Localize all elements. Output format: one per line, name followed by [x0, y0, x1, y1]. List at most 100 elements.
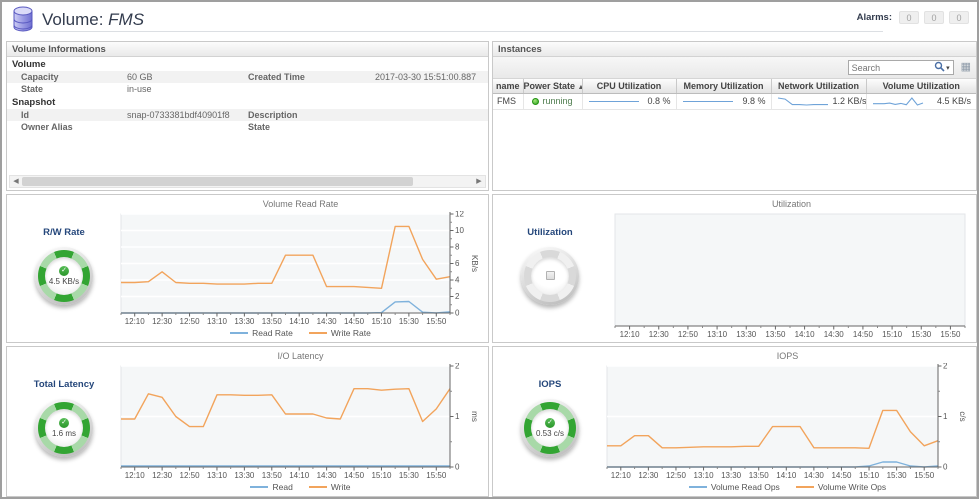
label-state: State [21, 84, 44, 94]
alarm-count-critical[interactable]: 0 [924, 11, 944, 24]
svg-text:14:10: 14:10 [776, 471, 797, 480]
svg-text:0: 0 [455, 309, 460, 318]
svg-text:15:10: 15:10 [882, 330, 903, 339]
svg-text:15:10: 15:10 [371, 317, 392, 326]
iops-chart: IOPS 12:10 12:30 12:50 13:10 13:30 13:50 14:10… [605, 351, 970, 493]
svg-text:1: 1 [943, 412, 948, 421]
instance-row-fms[interactable]: FMS running 0.8 % 9.8 % [493, 93, 976, 110]
utilization-panel: Utilization Utilization 12:10 12:30 12:50 1… [492, 194, 977, 343]
svg-text:14:10: 14:10 [289, 471, 310, 480]
section-snapshot: Snapshot [12, 97, 56, 108]
svg-text:13:50: 13:50 [749, 471, 770, 480]
utilization-gauge-label: Utilization [527, 227, 573, 238]
value-id: snap-0733381bdf40901f8 [127, 110, 230, 120]
svg-text:0: 0 [455, 463, 460, 472]
page-title-prefix: Volume: [42, 10, 104, 29]
svg-text:12:50: 12:50 [180, 317, 201, 326]
col-header-memory[interactable]: Memory Utilization [676, 79, 772, 94]
search-box[interactable]: ▾ [847, 59, 954, 77]
instances-title: Instances [493, 42, 976, 57]
svg-text:14:50: 14:50 [853, 330, 874, 339]
header: Volume: FMS Alarms: 0 0 0 [4, 2, 977, 38]
svg-text:2: 2 [455, 363, 460, 371]
instances-toolbar: ▾ ▦ [493, 57, 976, 79]
info-row-capacity: Capacity 60 GB Created Time 2017-03-30 1… [7, 71, 488, 83]
value-state: in-use [127, 84, 152, 94]
chart-title: IOPS [776, 351, 799, 361]
col-header-cpu[interactable]: CPU Utilization [582, 79, 677, 94]
svg-text:6: 6 [455, 259, 460, 268]
legend-item: Read Rate [230, 328, 293, 338]
svg-text:15:30: 15:30 [887, 471, 908, 480]
svg-text:14:10: 14:10 [289, 317, 310, 326]
svg-text:15:50: 15:50 [940, 330, 961, 339]
chart-legend: Volume Read Ops Volume Write Ops [605, 480, 970, 493]
col-header-power-state[interactable]: Power State ▲ [523, 79, 583, 94]
scroll-right-icon[interactable]: ▶ [476, 178, 482, 185]
svg-text:8: 8 [455, 243, 460, 252]
chart-title: Utilization [771, 199, 811, 209]
instances-table: name Power State ▲ CPU Utilization Memor… [493, 79, 976, 110]
svg-text:12:10: 12:10 [125, 471, 146, 480]
col-header-name[interactable]: name [493, 79, 524, 94]
search-options-caret-icon[interactable]: ▾ [946, 64, 950, 72]
chart-title: Volume Read Rate [262, 199, 339, 209]
instance-name[interactable]: FMS [493, 93, 524, 110]
alarm-count-warning[interactable]: 0 [949, 11, 969, 24]
svg-text:12:50: 12:50 [678, 330, 699, 339]
instances-panel: Instances ▾ ▦ name Power State ▲ [492, 41, 977, 191]
instances-header-row: name Power State ▲ CPU Utilization Memor… [493, 79, 976, 94]
status-unknown-icon [545, 271, 555, 280]
instance-network-cell: 1.2 KB/s [771, 93, 867, 110]
search-input[interactable] [851, 62, 935, 73]
utilization-gauge [521, 247, 579, 305]
col-header-volume[interactable]: Volume Utilization [866, 79, 976, 94]
svg-text:15:30: 15:30 [399, 317, 420, 326]
table-customizer-icon[interactable]: ▦ [960, 61, 971, 73]
instance-cpu-cell: 0.8 % [582, 93, 677, 110]
instance-memory-cell: 9.8 % [676, 93, 772, 110]
search-icon[interactable] [934, 59, 945, 77]
svg-text:13:30: 13:30 [234, 471, 255, 480]
rw-rate-gauge-zone: R/W Rate ✓ 4.5 KB/s [7, 195, 121, 342]
svg-text:13:30: 13:30 [721, 471, 742, 480]
svg-text:12:30: 12:30 [649, 330, 670, 339]
svg-text:15:50: 15:50 [426, 317, 447, 326]
svg-text:14:30: 14:30 [824, 330, 845, 339]
col-header-network[interactable]: Network Utilization [771, 79, 867, 94]
svg-text:13:30: 13:30 [736, 330, 757, 339]
svg-text:12:10: 12:10 [620, 330, 641, 339]
svg-text:2: 2 [455, 292, 460, 301]
volume-informations-panel: Volume Informations Volume Capacity 60 G… [6, 41, 489, 191]
svg-text:14:30: 14:30 [317, 317, 338, 326]
memory-sparkline [682, 100, 733, 102]
section-volume: Volume [12, 59, 46, 70]
scroll-left-icon[interactable]: ◀ [13, 178, 19, 185]
scrollbar-thumb[interactable] [22, 177, 413, 186]
svg-text:13:10: 13:10 [707, 330, 728, 339]
power-running-icon [532, 98, 540, 105]
status-ok-icon: ✓ [59, 418, 69, 428]
alarm-count-fatal[interactable]: 0 [899, 11, 919, 24]
iops-gauge-value: 0.53 c/s [535, 429, 564, 438]
svg-text:14:50: 14:50 [344, 317, 365, 326]
label-id: Id [21, 110, 29, 120]
svg-text:12:50: 12:50 [666, 471, 687, 480]
label-created-time: Created Time [248, 72, 305, 82]
volume-informations-title: Volume Informations [7, 42, 488, 57]
volume-read-rate-chart: Volume Read Rate 12:10 12:30 12:50 13:10 13:… [119, 199, 482, 339]
svg-text:15:30: 15:30 [399, 471, 420, 480]
chart-legend: Read Rate Write Rate [119, 326, 482, 339]
legend-item: Write Rate [308, 328, 371, 338]
horizontal-scrollbar[interactable]: ◀ ▶ [9, 175, 486, 188]
svg-text:ms: ms [470, 411, 479, 422]
memory-value: 9.8 % [742, 96, 766, 106]
instance-volume-cell: 4.5 KB/s [866, 93, 976, 110]
status-ok-icon: ✓ [545, 418, 555, 428]
alarms-summary: Alarms: 0 0 0 [857, 11, 969, 24]
rw-rate-gauge-value: 4.5 KB/s [48, 277, 80, 286]
instance-power-state: running [523, 93, 583, 110]
total-latency-gauge-zone: Total Latency ✓ 1.6 ms [7, 347, 121, 496]
page-title: Volume: FMS [42, 10, 144, 30]
legend-item: Write [308, 482, 351, 492]
